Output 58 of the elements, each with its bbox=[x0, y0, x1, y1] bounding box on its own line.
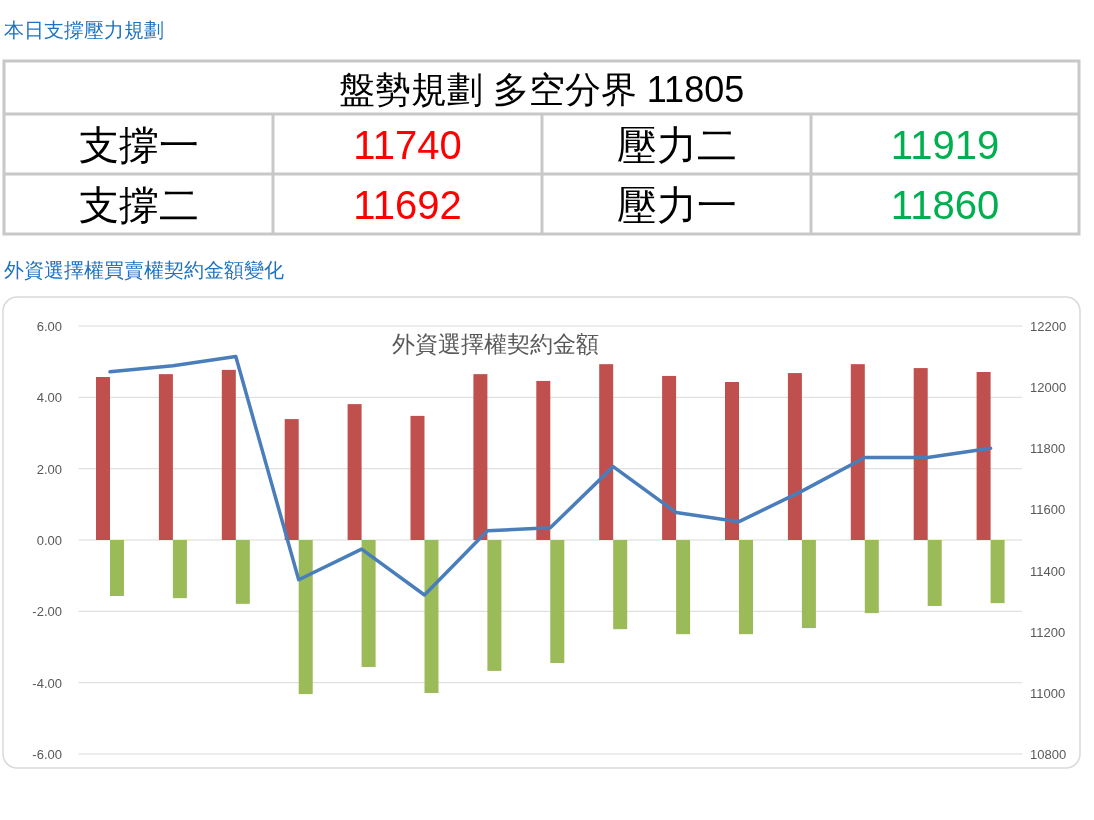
bar bbox=[172, 540, 187, 599]
bar bbox=[913, 368, 928, 540]
line-series bbox=[108, 354, 993, 597]
chart-title: 外資選擇權契約金額 bbox=[391, 331, 599, 357]
bar bbox=[613, 540, 628, 630]
bar bbox=[347, 404, 362, 540]
y2-tick-label: 11200 bbox=[1030, 624, 1066, 640]
bar bbox=[410, 415, 425, 540]
bar bbox=[599, 364, 614, 540]
y2-tick-label: 11800 bbox=[1030, 441, 1066, 457]
text: 支撐二 bbox=[78, 183, 199, 227]
y-tick-label: -4.00 bbox=[32, 675, 62, 691]
bar bbox=[676, 540, 691, 635]
text: 11740 bbox=[353, 123, 462, 167]
text: 11919 bbox=[890, 123, 1000, 167]
chart-subtitle: 外資選擇權買賣權契約金額變化 bbox=[4, 259, 284, 281]
text: 11860 bbox=[890, 183, 1000, 227]
bar bbox=[864, 540, 879, 614]
bar bbox=[850, 364, 865, 540]
bar bbox=[235, 540, 250, 604]
text: 壓力一 bbox=[616, 183, 737, 227]
text: 盤勢規劃 多空分界 11805 bbox=[338, 69, 745, 110]
bar bbox=[990, 540, 1005, 604]
y2-tick-label: 10800 bbox=[1030, 747, 1067, 762]
bar bbox=[96, 377, 110, 540]
bar bbox=[536, 380, 551, 540]
bar bbox=[361, 540, 376, 667]
text: 支撐一 bbox=[78, 123, 199, 167]
bar bbox=[284, 419, 299, 540]
y-tick-label: -2.00 bbox=[32, 604, 62, 620]
y-tick-label: 0.00 bbox=[36, 533, 62, 548]
bar bbox=[550, 540, 565, 664]
y2-tick-label: 11400 bbox=[1030, 563, 1066, 579]
y2-tick-label: 11000 bbox=[1030, 685, 1066, 701]
bar bbox=[801, 540, 816, 629]
y-tick-label: 4.00 bbox=[36, 390, 62, 406]
bar bbox=[110, 540, 124, 596]
y2-tick-label: 12000 bbox=[1030, 380, 1067, 396]
text: 本日支撐壓力規劃 bbox=[4, 19, 164, 41]
bar bbox=[487, 540, 502, 671]
bar bbox=[725, 382, 739, 540]
bar bbox=[473, 374, 488, 540]
y-tick-label: 2.00 bbox=[36, 461, 62, 477]
bar bbox=[739, 540, 753, 635]
bar bbox=[787, 373, 802, 540]
bar bbox=[976, 372, 991, 540]
bar bbox=[221, 369, 236, 540]
bar bbox=[158, 374, 173, 540]
y2-tick-label: 11600 bbox=[1030, 502, 1066, 518]
y2-tick-label: 12200 bbox=[1030, 319, 1067, 334]
bar bbox=[298, 540, 313, 695]
bar bbox=[424, 540, 439, 694]
y-tick-label: -6.00 bbox=[32, 747, 62, 762]
text: 11692 bbox=[353, 183, 462, 227]
text: 壓力二 bbox=[616, 123, 737, 167]
y-tick-label: 6.00 bbox=[36, 319, 62, 334]
bar bbox=[927, 540, 942, 606]
bar bbox=[662, 375, 677, 540]
